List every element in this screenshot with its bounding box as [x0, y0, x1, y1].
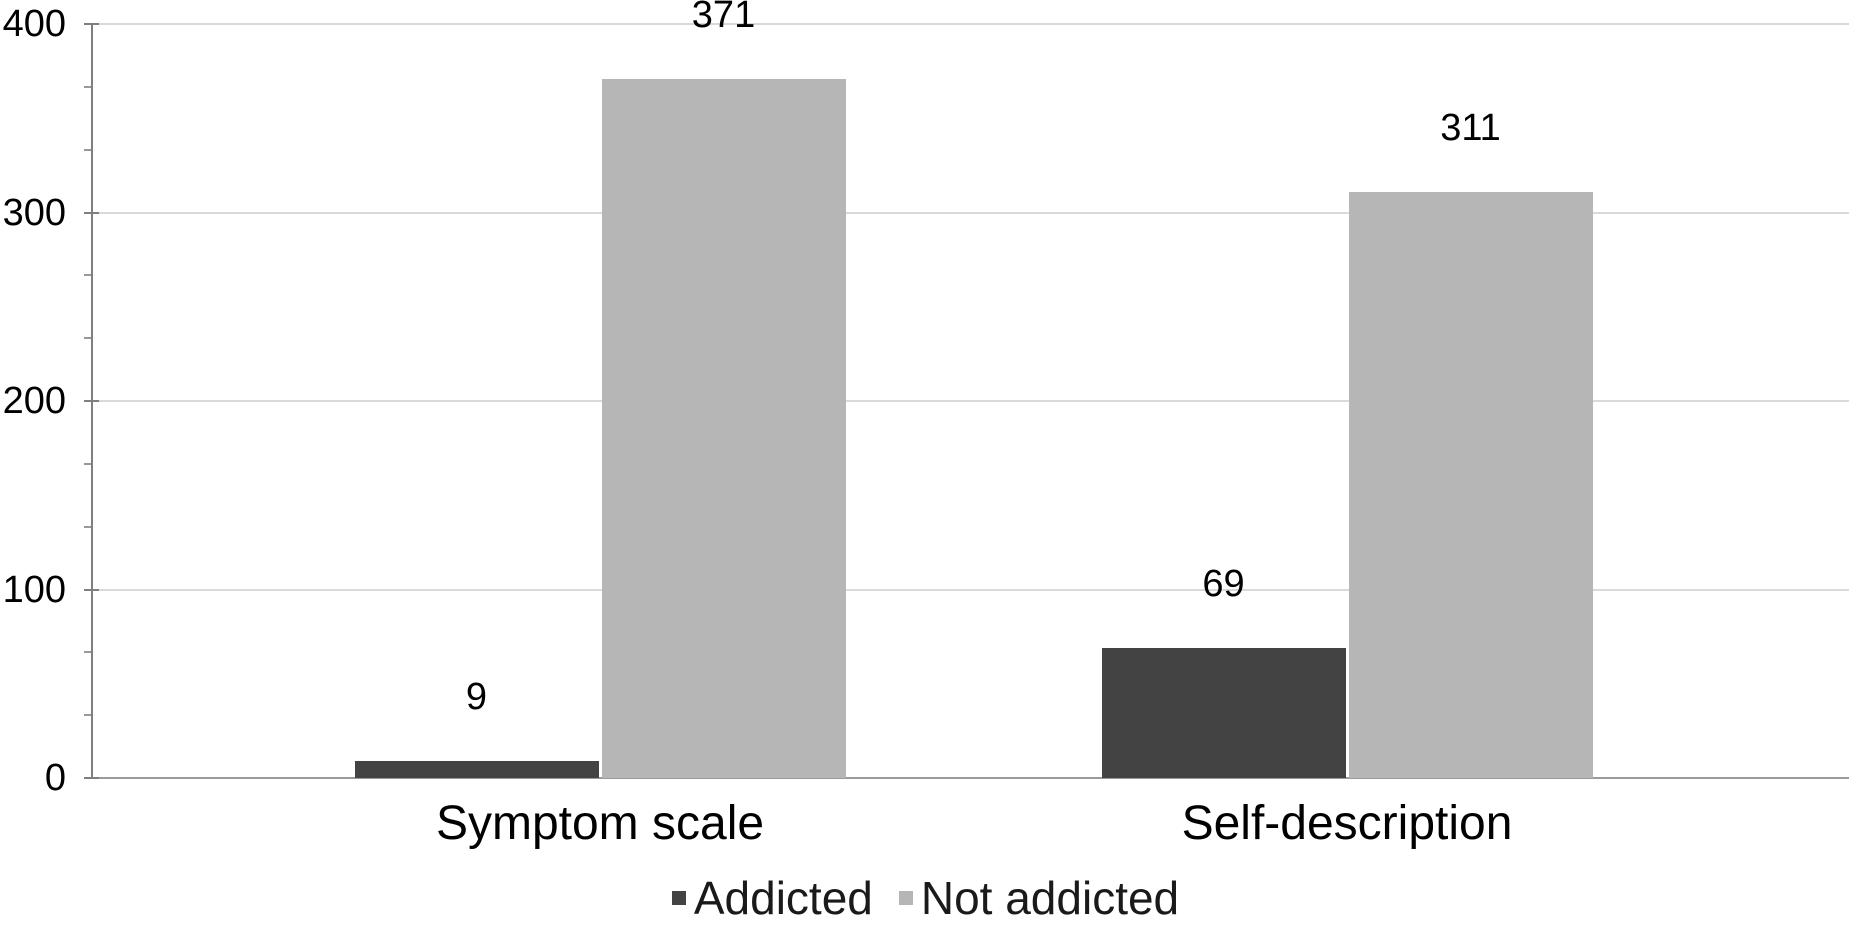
y-axis-label-200: 200: [2, 380, 66, 422]
value-label-addicted-symptom-scale: 9: [465, 676, 488, 718]
legend-marker-not-addicted: [898, 891, 913, 905]
y-axis-tick-400: [84, 23, 99, 25]
gridline-200: [92, 400, 1849, 402]
value-label-not-addicted-self-description: 311: [1440, 107, 1501, 149]
y-axis-tick-200: [84, 400, 99, 402]
gridline-100: [92, 588, 1849, 591]
value-label-addicted-self-description: 69: [1202, 563, 1245, 605]
y-axis-label-300: 300: [2, 191, 66, 234]
legend-entry-addicted: Addicted: [671, 872, 873, 924]
y-axis-minor-tick: [84, 85, 93, 88]
y-axis-tick-100: [84, 588, 99, 591]
gridline-300: [92, 211, 1849, 214]
y-axis-minor-tick: [84, 714, 93, 717]
legend-label-addicted: Addicted: [693, 872, 873, 924]
y-axis-minor-tick: [84, 337, 93, 340]
y-axis-tick-0: [84, 777, 99, 779]
value-label-not-addicted-symptom-scale: 371: [691, 0, 756, 36]
y-axis-label-0: 0: [44, 757, 66, 799]
legend: Addicted Not addicted: [0, 870, 1851, 926]
legend-entry-not-addicted: Not addicted: [898, 872, 1180, 924]
y-axis-minor-tick: [84, 148, 93, 151]
y-axis-label-400: 400: [2, 3, 66, 45]
bar-addicted-self-description: [1101, 648, 1346, 778]
y-axis-tick-300: [84, 211, 99, 214]
category-label-self-description: Self-description: [1181, 797, 1513, 850]
bar-addicted-symptom-scale: [354, 761, 599, 778]
x-axis-line: [92, 777, 1849, 779]
legend-marker-addicted: [671, 891, 686, 905]
legend-label-not-addicted: Not addicted: [920, 872, 1180, 924]
y-axis-label-100: 100: [2, 568, 66, 611]
y-axis-minor-tick: [84, 462, 93, 465]
y-axis-minor-tick: [84, 651, 93, 654]
y-axis-minor-tick: [84, 274, 93, 277]
y-axis-minor-tick: [84, 525, 93, 528]
bar-not-addicted-symptom-scale: [601, 79, 846, 778]
category-label-symptom-scale: Symptom scale: [435, 797, 765, 850]
bar-not-addicted-self-description: [1348, 192, 1593, 778]
gridline-400: [92, 23, 1849, 25]
